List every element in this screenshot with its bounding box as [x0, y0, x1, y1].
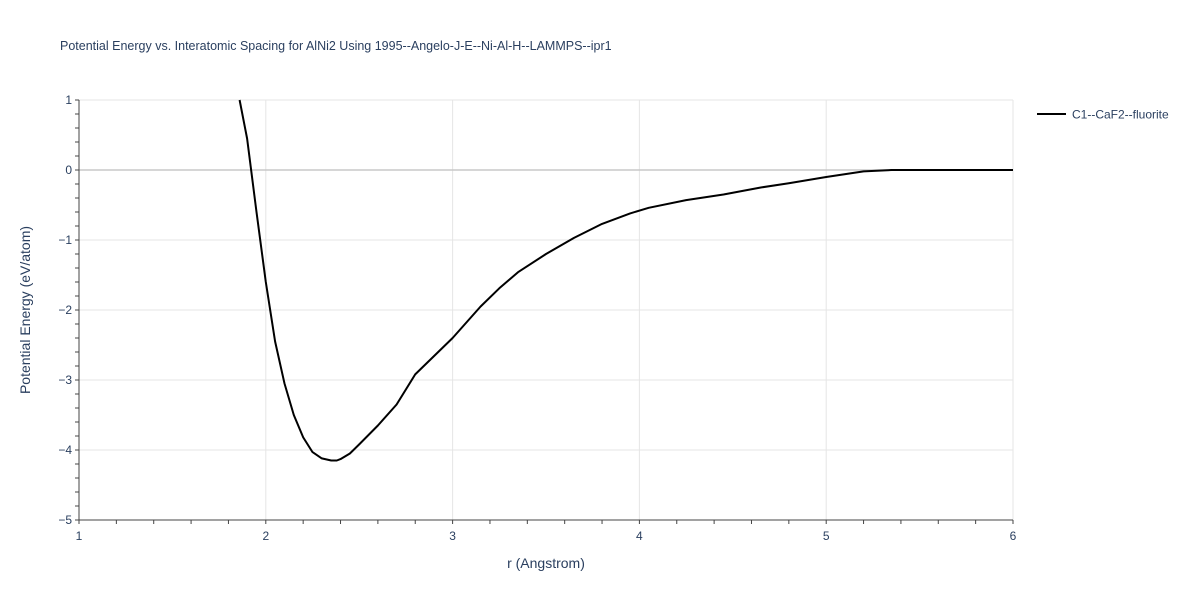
x-tick-label: 6	[1010, 529, 1017, 543]
x-tick-label: 3	[449, 529, 456, 543]
x-tick-label: 1	[76, 529, 83, 543]
x-tick-label: 4	[636, 529, 643, 543]
y-tick-label: −4	[58, 443, 72, 457]
y-tick-label: −1	[58, 233, 72, 247]
y-tick-label: −5	[58, 513, 72, 527]
y-tick-label: −2	[58, 303, 72, 317]
axis-layer: 1 2 3 4 5 6 1 0 −1 −2 −3 −4 −5	[58, 93, 1016, 543]
x-tick-label: 5	[823, 529, 830, 543]
y-axis-title: Potential Energy (eV/atom)	[17, 226, 33, 394]
series-line[interactable]	[238, 99, 1013, 462]
series-layer	[238, 99, 1013, 462]
grid-layer	[79, 99, 1014, 520]
x-tick-label: 2	[262, 529, 269, 543]
x-axis-title: r (Angstrom)	[507, 555, 585, 571]
legend-label: C1--CaF2--fluorite	[1072, 108, 1169, 122]
chart-title: Potential Energy vs. Interatomic Spacing…	[60, 39, 612, 53]
y-tick-label: −3	[58, 373, 72, 387]
y-tick-label: 1	[65, 93, 72, 107]
y-tick-label: 0	[65, 163, 72, 177]
legend[interactable]: C1--CaF2--fluorite	[1037, 108, 1169, 122]
